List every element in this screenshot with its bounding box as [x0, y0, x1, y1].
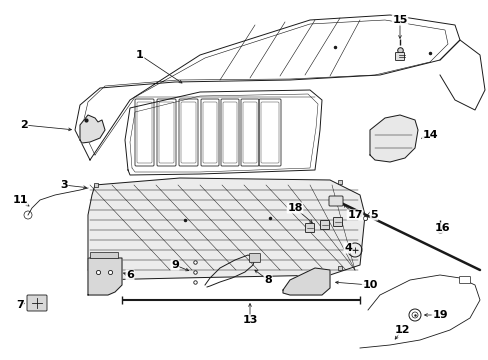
Text: 11: 11 [12, 195, 28, 205]
Text: 12: 12 [393, 325, 409, 335]
FancyBboxPatch shape [27, 295, 47, 311]
FancyBboxPatch shape [90, 252, 118, 258]
Polygon shape [80, 115, 105, 143]
FancyBboxPatch shape [395, 53, 404, 60]
Polygon shape [369, 115, 417, 162]
Polygon shape [283, 268, 329, 295]
Text: 10: 10 [362, 280, 377, 290]
Text: 14: 14 [421, 130, 437, 140]
Text: 19: 19 [431, 310, 447, 320]
FancyBboxPatch shape [320, 220, 329, 230]
Text: 2: 2 [20, 120, 28, 130]
FancyBboxPatch shape [249, 253, 260, 262]
Text: 16: 16 [434, 223, 450, 233]
Text: 8: 8 [264, 275, 271, 285]
Text: 17: 17 [346, 210, 362, 220]
Polygon shape [88, 258, 122, 295]
Text: 6: 6 [126, 270, 134, 280]
Text: 13: 13 [242, 315, 257, 325]
Polygon shape [88, 178, 364, 280]
FancyBboxPatch shape [459, 276, 469, 284]
FancyBboxPatch shape [328, 196, 342, 206]
Text: 18: 18 [286, 203, 302, 213]
FancyBboxPatch shape [305, 224, 314, 233]
Text: 4: 4 [344, 243, 351, 253]
Text: 9: 9 [171, 260, 179, 270]
Text: 1: 1 [136, 50, 143, 60]
FancyBboxPatch shape [333, 217, 342, 226]
Text: 15: 15 [391, 15, 407, 25]
Text: 3: 3 [60, 180, 68, 190]
Text: 5: 5 [369, 210, 377, 220]
Text: 7: 7 [16, 300, 24, 310]
